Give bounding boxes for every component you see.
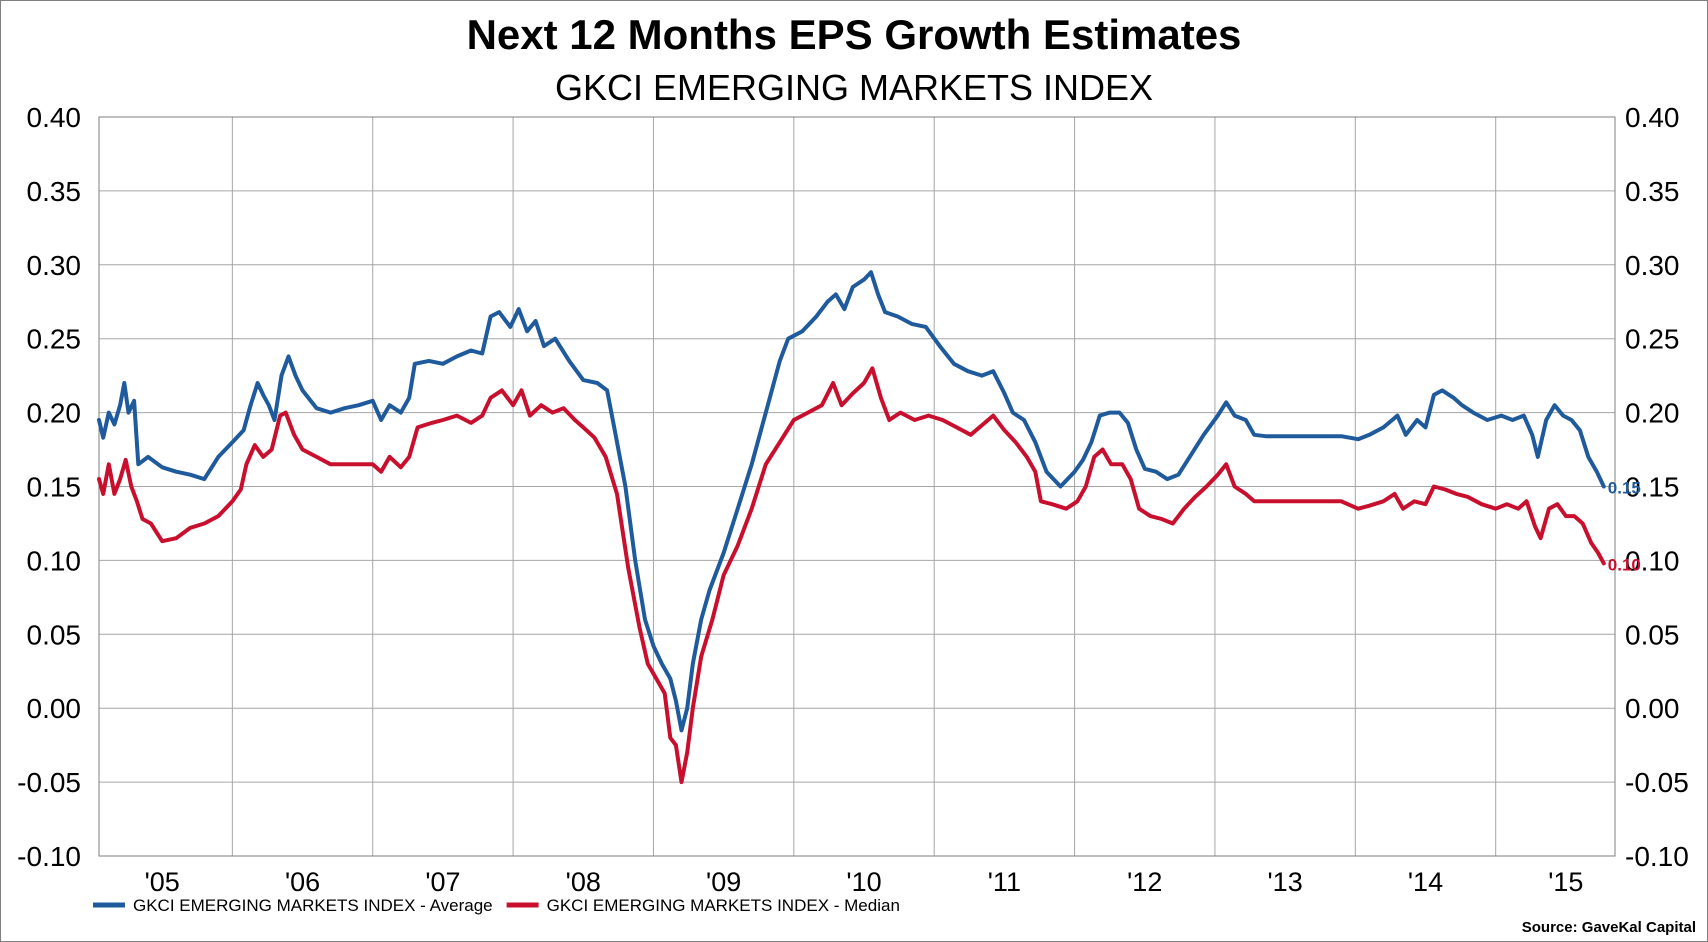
x-tick-label: '09 bbox=[706, 867, 741, 897]
series-line-median bbox=[97, 366, 1606, 785]
y-tick-label-left: 0.05 bbox=[27, 619, 82, 650]
y-tick-label-right: 0.40 bbox=[1625, 102, 1680, 133]
y-tick-label-left: 0.10 bbox=[27, 545, 82, 576]
series-line-average bbox=[97, 270, 1606, 733]
end-labels: 0.15 0.10 bbox=[1608, 479, 1641, 575]
y-tick-label-left: -0.10 bbox=[17, 841, 81, 872]
y-tick-label-right: -0.10 bbox=[1625, 841, 1689, 872]
x-tick-label: '15 bbox=[1548, 867, 1583, 897]
y-tick-label-left: 0.30 bbox=[27, 250, 82, 281]
x-axis: '05 '06 '07 '08 '09 '10 '11 '12 '13 '14 '15 bbox=[145, 867, 1584, 897]
y-tick-label-left: 0.35 bbox=[27, 176, 82, 207]
y-tick-label-left: 0.40 bbox=[27, 102, 82, 133]
x-tick-label: '07 bbox=[425, 867, 460, 897]
legend-entry: GKCI EMERGING MARKETS INDEX - Median bbox=[547, 896, 900, 915]
x-tick-label: '13 bbox=[1268, 867, 1303, 897]
y-tick-label-right: 0.05 bbox=[1625, 619, 1680, 650]
legend: GKCI EMERGING MARKETS INDEX - Average GKC… bbox=[93, 896, 900, 915]
grid bbox=[98, 116, 1616, 857]
chart-subtitle: GKCI EMERGING MARKETS INDEX bbox=[555, 67, 1153, 108]
y-tick-label-left: 0.15 bbox=[27, 472, 82, 503]
x-tick-label: '11 bbox=[988, 867, 1021, 897]
x-tick-label: '12 bbox=[1127, 867, 1162, 897]
y-tick-label-right: 0.20 bbox=[1625, 398, 1680, 429]
y-tick-label-right: 0.15 bbox=[1625, 472, 1680, 503]
y-tick-label-right: 0.00 bbox=[1625, 693, 1680, 724]
y-tick-label-right: -0.05 bbox=[1625, 767, 1689, 798]
x-tick-label: '14 bbox=[1408, 867, 1443, 897]
y-axis-left: 0.40 0.35 0.30 0.25 0.20 0.15 0.10 0.05 0.00 -0.0… bbox=[17, 102, 81, 872]
y-tick-label-right: 0.35 bbox=[1625, 176, 1680, 207]
y-tick-label-left: 0.20 bbox=[27, 398, 82, 429]
series-group bbox=[97, 270, 1606, 785]
x-tick-label: '10 bbox=[846, 867, 881, 897]
x-tick-label: '08 bbox=[566, 867, 601, 897]
y-tick-label-right: 0.30 bbox=[1625, 250, 1680, 281]
legend-entry: GKCI EMERGING MARKETS INDEX - Average bbox=[133, 896, 493, 915]
source-note: Source: GaveKal Capital bbox=[1522, 919, 1696, 936]
y-axis-right: 0.40 0.35 0.30 0.25 0.20 0.15 0.10 0.05 0.00 -0.0… bbox=[1625, 102, 1689, 872]
y-tick-label-right: 0.10 bbox=[1625, 545, 1680, 576]
x-tick-label: '05 bbox=[145, 867, 180, 897]
y-tick-label-left: 0.25 bbox=[27, 324, 82, 355]
y-tick-label-left: -0.05 bbox=[17, 767, 81, 798]
chart-title: Next 12 Months EPS Growth Estimates bbox=[467, 11, 1242, 58]
x-tick-label: '06 bbox=[285, 867, 320, 897]
end-value-label-median: 0.10 bbox=[1608, 555, 1641, 574]
y-tick-label-left: 0.00 bbox=[27, 693, 82, 724]
end-value-label-average: 0.15 bbox=[1608, 479, 1641, 498]
y-tick-label-right: 0.25 bbox=[1625, 324, 1680, 355]
plot-frame bbox=[98, 116, 1616, 857]
